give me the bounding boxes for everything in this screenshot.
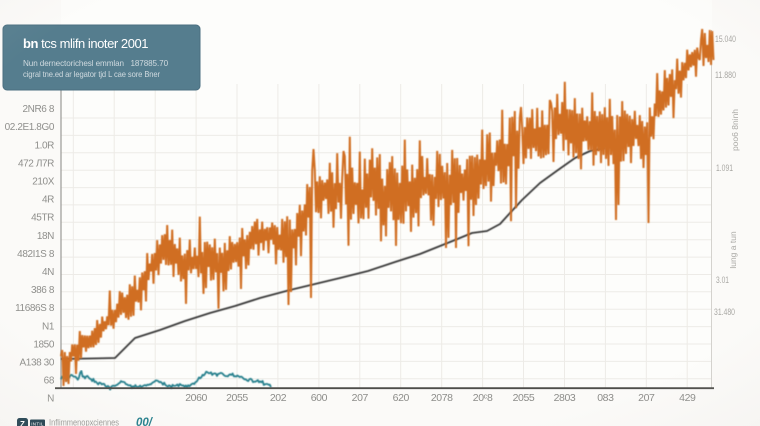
svg-text:4N: 4N [42, 267, 54, 278]
svg-text:482I1S 8: 482I1S 8 [17, 249, 55, 260]
svg-text:INTIL: INTIL [31, 422, 44, 426]
svg-text:202: 202 [270, 392, 287, 404]
svg-text:2055: 2055 [513, 392, 535, 404]
svg-text:Inflimmenopxciennes: Inflimmenopxciennes [49, 418, 119, 426]
svg-text:2060: 2060 [185, 392, 207, 404]
svg-text:620: 620 [393, 392, 410, 404]
svg-text:15.040: 15.040 [715, 34, 736, 44]
svg-text:2NR6 8: 2NR6 8 [22, 104, 54, 115]
svg-text:600: 600 [311, 392, 328, 404]
svg-text:11.880: 11.880 [715, 70, 736, 80]
svg-text:Nun dernectorichesl emmlan 1: Nun dernectorichesl emmlan 187885.70 [23, 58, 168, 68]
svg-text:02.2E1.8G0: 02.2E1.8G0 [5, 122, 55, 133]
svg-text:20ᶜ8: 20ᶜ8 [473, 392, 493, 404]
svg-text:N1: N1 [42, 321, 55, 332]
svg-text:Z: Z [20, 420, 25, 426]
svg-text:2078: 2078 [431, 392, 453, 404]
svg-text:3.01: 3.01 [716, 275, 729, 285]
svg-text:bn tcs mlifn inoter 2001: bn tcs mlifn inoter 2001 [23, 36, 148, 51]
svg-text:207: 207 [638, 392, 655, 404]
svg-text:11686S 8: 11686S 8 [15, 303, 55, 314]
svg-text:00/: 00/ [136, 417, 154, 426]
svg-text:2803: 2803 [554, 392, 576, 404]
svg-text:207: 207 [352, 392, 369, 404]
svg-text:210X: 210X [32, 177, 54, 188]
svg-text:1850: 1850 [33, 339, 54, 350]
svg-text:18N: 18N [37, 231, 54, 242]
svg-text:1.0R: 1.0R [34, 140, 54, 151]
svg-text:429: 429 [679, 392, 696, 404]
svg-text:1.091: 1.091 [716, 163, 733, 173]
svg-text:lung a tun: lung a tun [728, 231, 738, 269]
svg-text:386 8: 386 8 [31, 285, 55, 296]
svg-text:N: N [47, 394, 54, 405]
svg-text:083: 083 [597, 392, 614, 404]
svg-text:poo6 8ninh: poo6 8ninh [730, 109, 740, 151]
svg-text:2055: 2055 [226, 392, 248, 404]
svg-text:4R: 4R [42, 195, 54, 206]
svg-text:cigral tne.ed ar legator tjd L: cigral tne.ed ar legator tjd L cae sore … [23, 69, 160, 79]
svg-text:472 Л7R: 472 Л7R [18, 158, 54, 169]
svg-text:68: 68 [44, 376, 55, 387]
svg-text:A138 30: A138 30 [20, 358, 55, 369]
svg-text:45TR: 45TR [31, 213, 54, 224]
svg-text:31.480: 31.480 [714, 307, 735, 317]
